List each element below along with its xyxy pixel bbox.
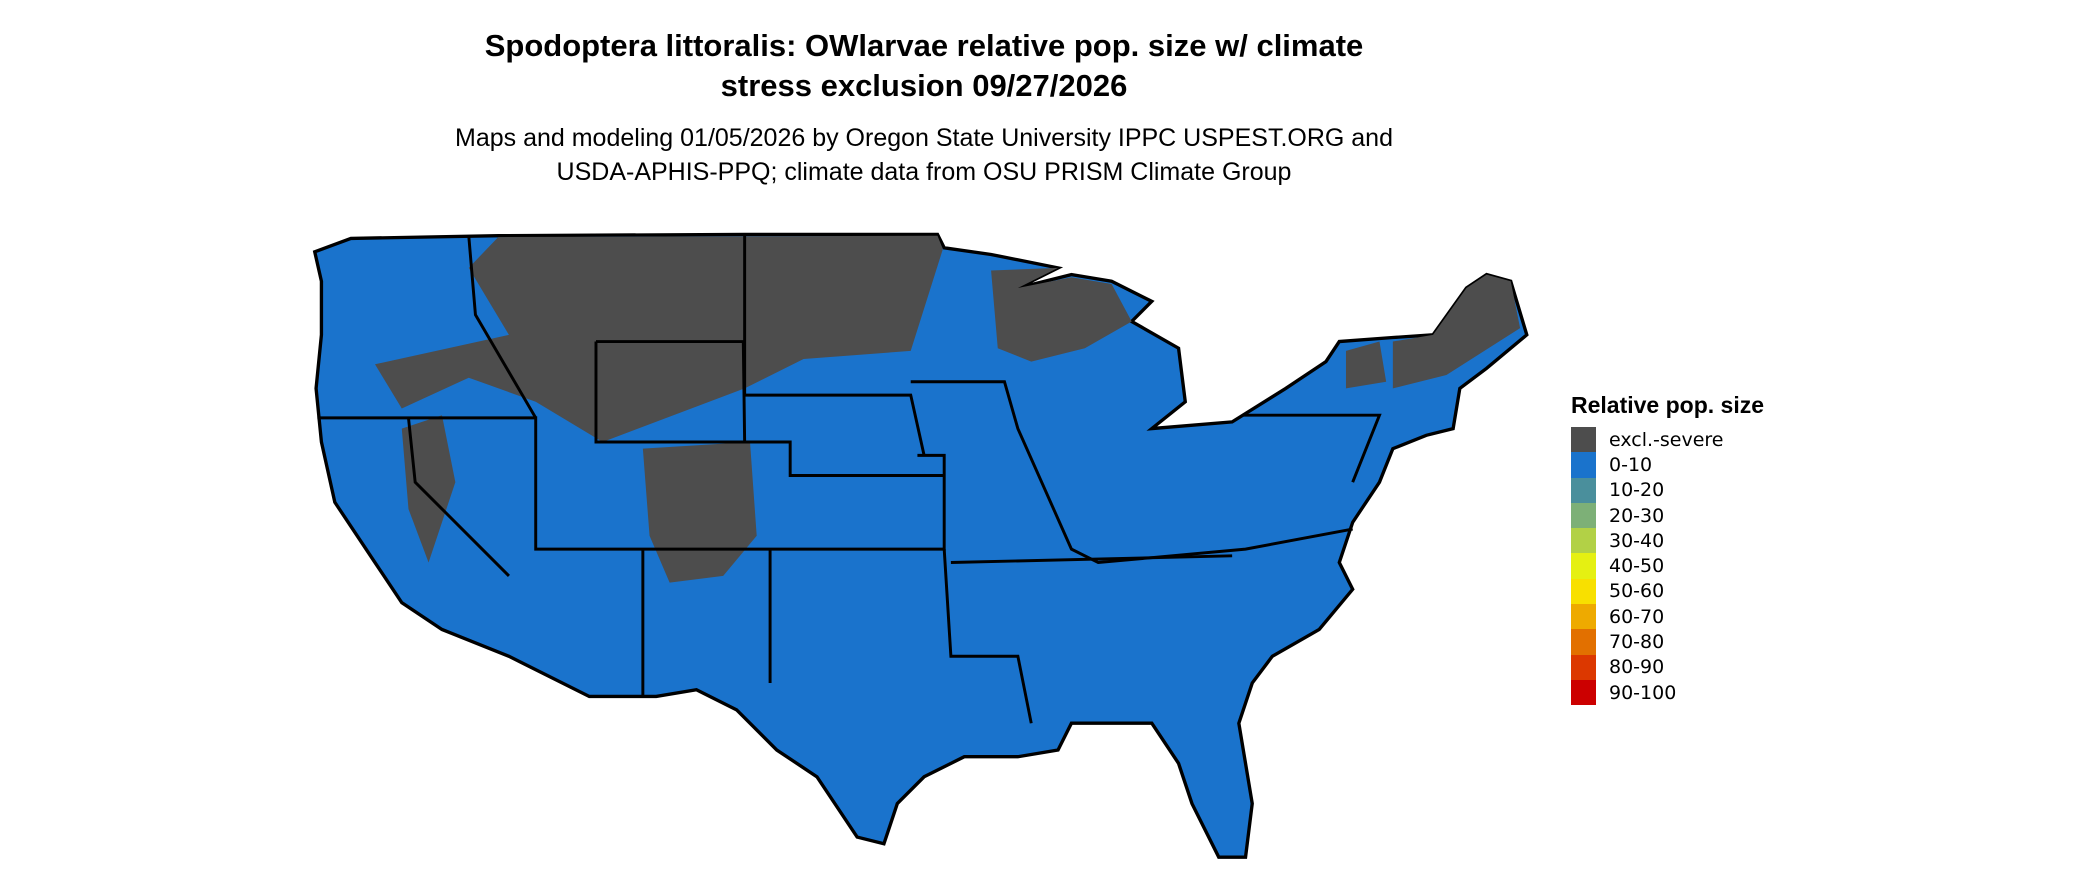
legend-label: 40-50 bbox=[1609, 555, 1665, 578]
legend-label: 0-10 bbox=[1609, 453, 1653, 476]
legend-item: 50-60 bbox=[1571, 578, 1764, 605]
legend-label: 20-30 bbox=[1609, 504, 1665, 527]
excl-region-new-york bbox=[1345, 341, 1387, 389]
legend-item: 90-100 bbox=[1571, 679, 1764, 706]
legend-item: 70-80 bbox=[1571, 629, 1764, 655]
state-boundaries bbox=[317, 234, 1382, 724]
legend-item: 20-30 bbox=[1571, 502, 1764, 529]
legend-item: 40-50 bbox=[1571, 553, 1764, 579]
legend-item: 30-40 bbox=[1571, 528, 1764, 554]
legend-item: 0-10 bbox=[1571, 452, 1764, 478]
legend-item: 10-20 bbox=[1571, 477, 1764, 503]
excl-region-rockies bbox=[642, 441, 757, 583]
legend-swatch bbox=[1571, 604, 1596, 630]
legend: Relative pop. size excl.-severe 0-10 10-20… bbox=[1571, 392, 1765, 706]
subtitle-line-1: Maps and modeling 01/05/2026 by Oregon S… bbox=[455, 124, 1393, 152]
legend-label: 80-90 bbox=[1609, 656, 1665, 679]
excluded-regions bbox=[375, 235, 1521, 583]
legend-swatch bbox=[1571, 427, 1596, 453]
legend-label: excl.-severe bbox=[1609, 428, 1724, 451]
legend-swatch bbox=[1571, 553, 1596, 579]
legend-swatch bbox=[1571, 654, 1596, 680]
legend-label: 60-70 bbox=[1609, 605, 1665, 628]
legend-swatch bbox=[1571, 528, 1596, 554]
legend-item: 60-70 bbox=[1571, 604, 1764, 630]
legend-label: 30-40 bbox=[1609, 529, 1665, 552]
us-land-0-10 bbox=[312, 232, 1529, 859]
legend-swatch bbox=[1571, 629, 1596, 655]
excl-region-northern-plains bbox=[375, 235, 943, 442]
legend-label: 50-60 bbox=[1609, 580, 1665, 603]
legend-label: 70-80 bbox=[1609, 631, 1665, 654]
legend-swatch bbox=[1571, 679, 1596, 706]
excl-region-great-basin bbox=[401, 415, 456, 563]
legend-item: 80-90 bbox=[1571, 654, 1764, 680]
title-line-2: stress exclusion 09/27/2026 bbox=[720, 68, 1128, 103]
legend-swatch bbox=[1571, 452, 1596, 478]
legend-title: Relative pop. size bbox=[1571, 392, 1765, 418]
excl-region-great-lakes bbox=[991, 267, 1132, 362]
legend-label: 10-20 bbox=[1609, 479, 1665, 502]
subtitle-line-2: USDA-APHIS-PPQ; climate data from OSU PR… bbox=[556, 158, 1292, 186]
title-line-1: Spodoptera littoralis: OWlarvae relative… bbox=[484, 28, 1364, 63]
legend-label: 90-100 bbox=[1609, 681, 1677, 704]
legend-swatch bbox=[1571, 578, 1596, 605]
legend-swatch bbox=[1571, 502, 1596, 529]
excl-region-new-england bbox=[1392, 274, 1521, 389]
legend-swatch bbox=[1571, 477, 1596, 503]
legend-item: excl.-severe bbox=[1571, 427, 1764, 453]
